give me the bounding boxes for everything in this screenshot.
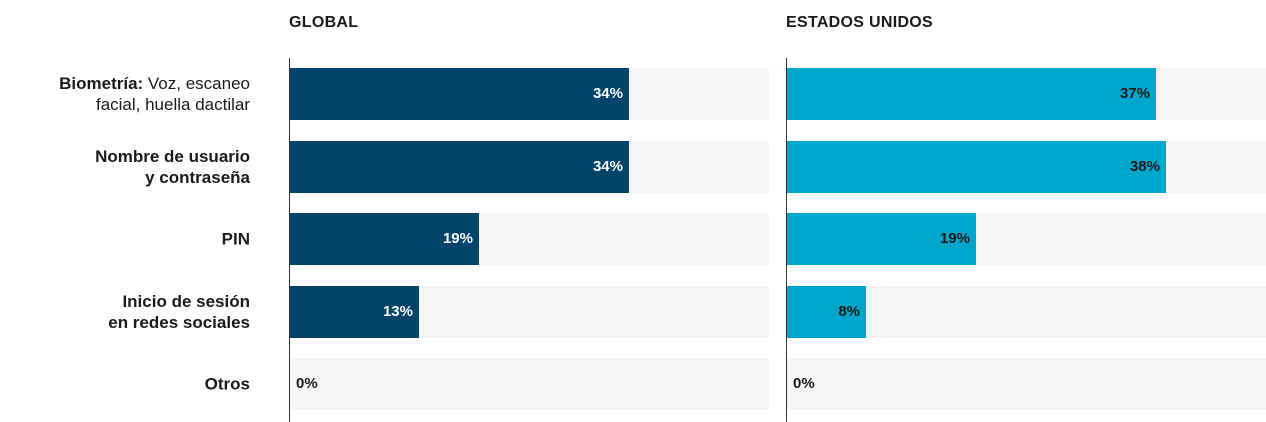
bar-track [289, 358, 769, 410]
value-label: 0% [296, 375, 318, 392]
bar-track [786, 285, 1266, 338]
category-label: Otros [204, 374, 250, 394]
axis-line [289, 58, 290, 422]
value-label: 8% [838, 302, 860, 320]
value-label: 38% [1129, 157, 1160, 175]
chart-title: GLOBAL [289, 14, 359, 31]
category-label: Nombre de usuario y contraseña [95, 146, 250, 187]
bar-track [786, 358, 1266, 410]
bar [786, 140, 1166, 193]
bar [786, 285, 866, 338]
bar [289, 213, 479, 265]
value-label: 0% [793, 375, 815, 392]
bar [786, 213, 976, 265]
chart-title: ESTADOS UNIDOS [786, 14, 934, 31]
category-label: Inicio de sesión en redes sociales [108, 291, 250, 332]
value-label: 19% [442, 230, 473, 247]
value-label: 19% [939, 230, 970, 247]
bar [289, 68, 629, 120]
bar [289, 285, 419, 338]
value-label: 13% [382, 302, 413, 320]
value-label: 34% [592, 157, 623, 175]
bar [289, 140, 629, 193]
category-label: PIN [221, 229, 250, 249]
value-label: 34% [592, 85, 623, 102]
axis-line [786, 58, 787, 422]
category-label: Biometría: Voz, escaneo facial, huella d… [59, 74, 250, 114]
bar [786, 68, 1156, 120]
value-label: 37% [1119, 85, 1150, 102]
